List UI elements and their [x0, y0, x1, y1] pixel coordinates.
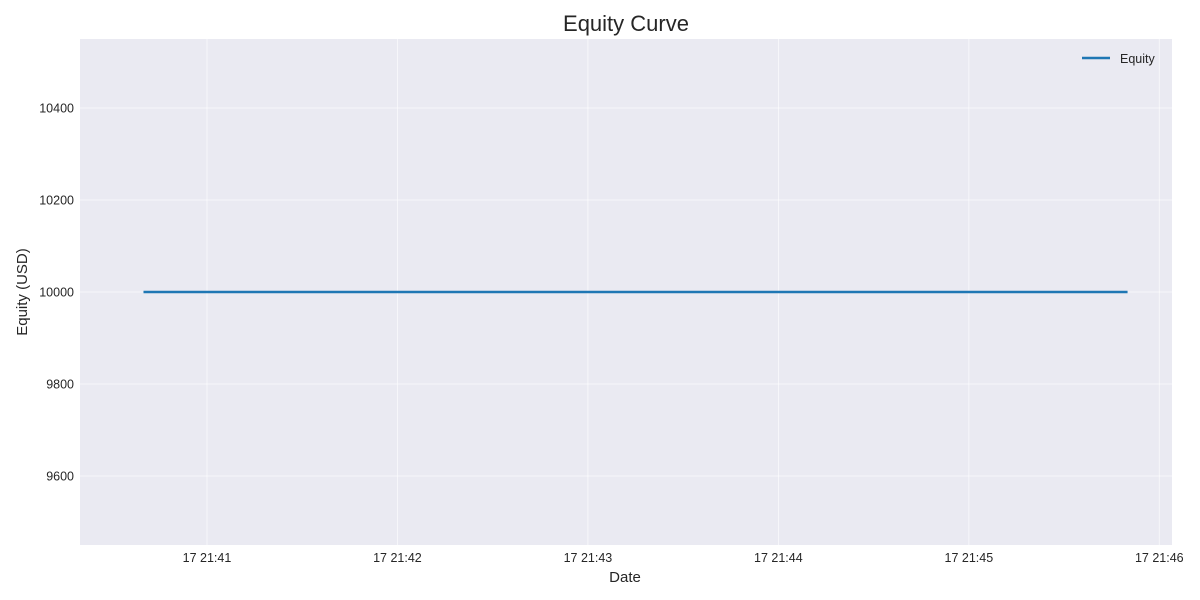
legend-label-equity: Equity: [1120, 52, 1155, 66]
y-tick-label: 9800: [46, 378, 74, 392]
y-tick-label: 10200: [39, 194, 74, 208]
chart-title: Equity Curve: [563, 11, 689, 36]
x-axis-label: Date: [609, 569, 641, 586]
legend: Equity: [1082, 52, 1155, 66]
y-tick-label: 10400: [39, 102, 74, 116]
x-tick-label: 17 21:46: [1135, 551, 1184, 565]
x-tick-label: 17 21:41: [183, 551, 232, 565]
x-tick-label: 17 21:44: [754, 551, 803, 565]
y-tick-label: 10000: [39, 286, 74, 300]
x-tick-label: 17 21:42: [373, 551, 422, 565]
x-tick-label: 17 21:43: [564, 551, 613, 565]
y-tick-label: 9600: [46, 470, 74, 484]
y-tick-labels: 9600 9800 10000 10200 10400: [39, 102, 74, 484]
x-tick-label: 17 21:45: [945, 551, 994, 565]
y-axis-label: Equity (USD): [14, 248, 31, 336]
x-tick-labels: 17 21:41 17 21:42 17 21:43 17 21:44 17 21:45…: [183, 551, 1184, 565]
